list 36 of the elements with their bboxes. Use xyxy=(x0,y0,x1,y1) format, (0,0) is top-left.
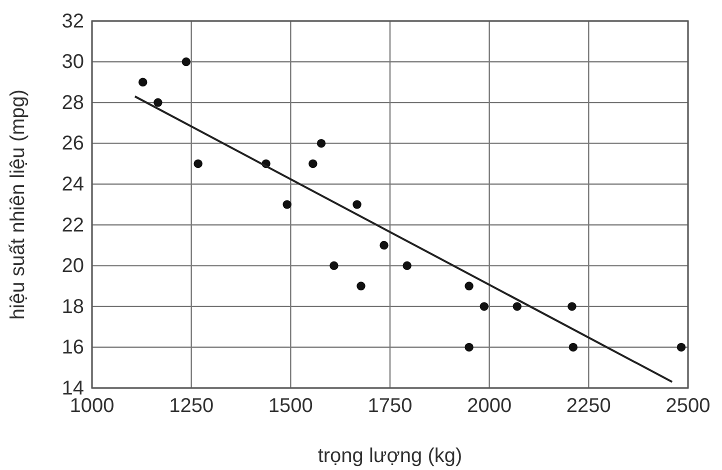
y-tick-label: 16 xyxy=(62,336,84,359)
y-tick-label: 18 xyxy=(62,296,84,318)
point xyxy=(308,159,318,168)
point xyxy=(282,200,292,209)
point xyxy=(182,57,191,66)
point xyxy=(568,342,578,352)
point xyxy=(352,200,362,209)
y-tick-label: 22 xyxy=(62,214,84,236)
x-tick-label: 1750 xyxy=(368,395,412,418)
point xyxy=(512,302,522,311)
y-tick-label: 30 xyxy=(62,51,84,74)
x-tick-label: 1250 xyxy=(169,395,214,418)
y-tick-label: 20 xyxy=(62,255,84,278)
x-tick-label: 1500 xyxy=(268,395,313,418)
y-tick-label: 32 xyxy=(62,10,84,32)
point xyxy=(402,261,412,270)
point xyxy=(568,302,576,311)
point xyxy=(676,342,686,352)
point xyxy=(356,282,366,290)
y-axis-title: hiệu suất nhiên liệu (mpg) xyxy=(7,89,29,320)
y-tick-label: 24 xyxy=(62,174,84,196)
point xyxy=(316,138,326,148)
x-tick-label: 2500 xyxy=(666,395,710,418)
point xyxy=(380,240,388,250)
point xyxy=(194,159,202,168)
point xyxy=(464,342,474,352)
y-tick-label: 28 xyxy=(62,92,84,114)
point xyxy=(138,78,148,87)
point xyxy=(154,98,162,107)
point xyxy=(464,282,474,290)
point xyxy=(330,261,338,270)
x-tick-label: 2000 xyxy=(467,395,512,418)
x-tick-label: 2250 xyxy=(566,395,611,418)
x-axis-title: trọng lượng (kg) xyxy=(318,445,462,467)
point xyxy=(480,302,489,311)
y-tick-label: 26 xyxy=(62,132,84,155)
